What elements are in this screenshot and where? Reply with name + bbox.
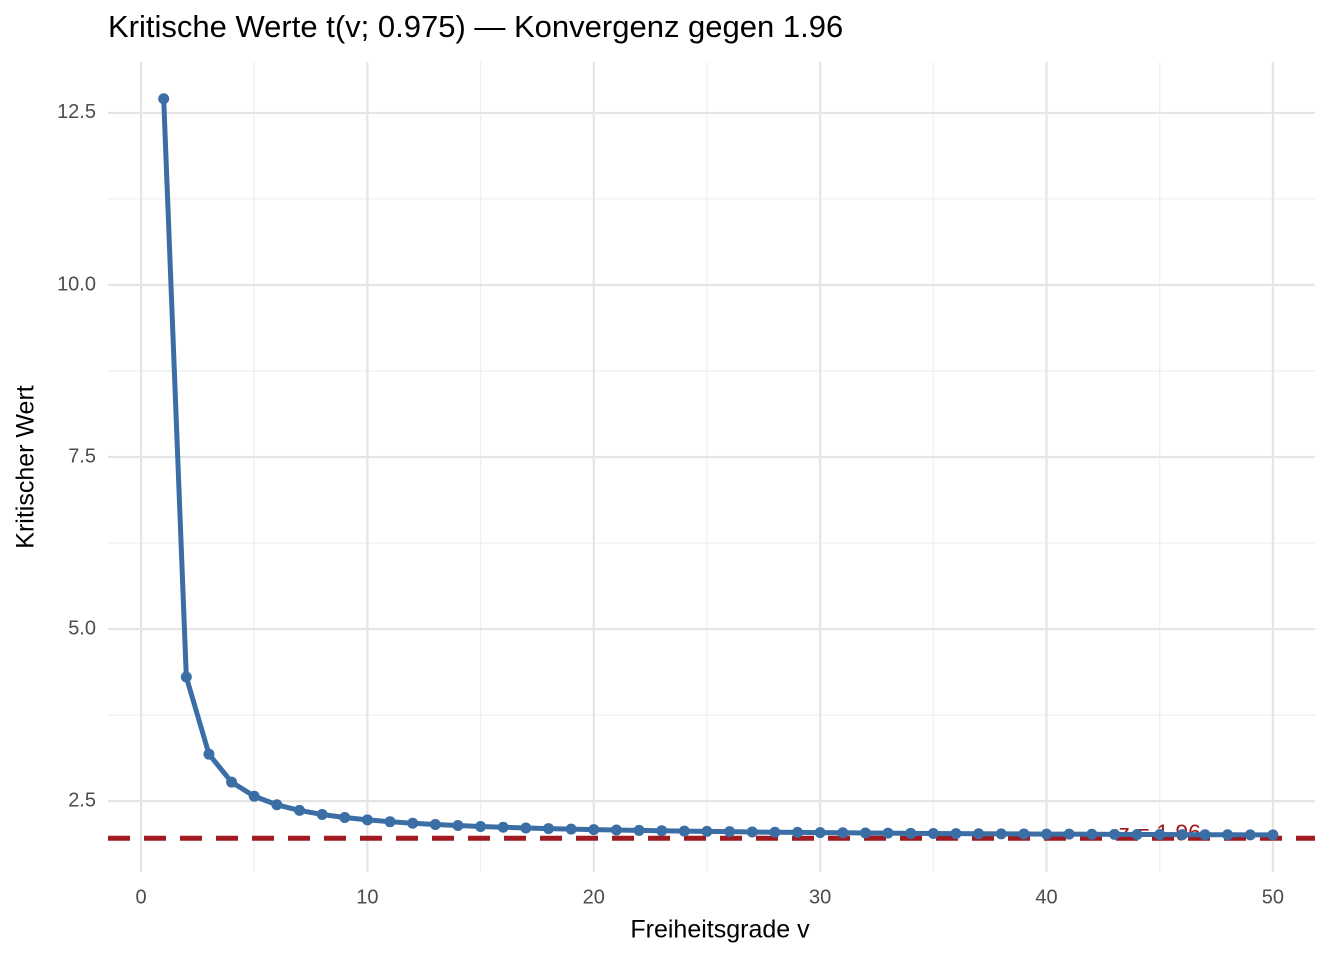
data-point [271, 799, 283, 811]
data-point [361, 814, 373, 826]
data-point [203, 748, 215, 760]
data-point [1131, 828, 1143, 840]
data-point [384, 816, 396, 828]
data-point [1222, 829, 1234, 841]
data-point [429, 819, 441, 831]
data-point [656, 825, 668, 837]
data-point [294, 804, 306, 816]
line-series [161, 98, 1273, 838]
data-point [407, 817, 419, 829]
data-point [339, 811, 351, 823]
data-point [543, 823, 555, 835]
data-point [769, 826, 781, 838]
data-point [724, 826, 736, 838]
data-point [1244, 829, 1256, 841]
x-tick-label: 40 [1035, 886, 1057, 908]
data-point [226, 776, 238, 788]
x-tick-label: 20 [583, 886, 605, 908]
data-point [814, 827, 826, 839]
y-axis-label: Kritischer Wert [12, 385, 40, 549]
data-point [1154, 829, 1166, 841]
data-point [158, 93, 170, 105]
data-point [248, 790, 260, 802]
data-point [950, 828, 962, 840]
data-point [565, 823, 577, 835]
data-point [746, 826, 758, 838]
x-tick-label: 50 [1262, 886, 1284, 908]
data-point [1063, 828, 1075, 840]
data-point [927, 827, 939, 839]
data-point [678, 825, 690, 837]
data-point [475, 821, 487, 833]
x-tick-label: 30 [809, 886, 831, 908]
x-tick-label: 10 [356, 886, 378, 908]
data-point [1108, 828, 1120, 840]
data-point [973, 828, 985, 840]
y-tick-label: 2.5 [68, 789, 96, 811]
data-point [633, 824, 645, 836]
y-tick-label: 5.0 [68, 617, 96, 639]
data-point [610, 824, 622, 836]
data-point [452, 820, 464, 832]
data-point [905, 827, 917, 839]
data-point [837, 827, 849, 839]
data-point [995, 828, 1007, 840]
data-point [859, 827, 871, 839]
y-tick-label: 10.0 [57, 273, 96, 295]
y-tick-label: 12.5 [57, 101, 96, 123]
data-point [1199, 829, 1211, 841]
data-point [1086, 828, 1098, 840]
data-point [1018, 828, 1030, 840]
data-point [792, 826, 804, 838]
data-point [180, 671, 192, 683]
data-point [588, 824, 600, 836]
chart-title: Kritische Werte t(v; 0.975) — Konvergenz… [108, 9, 843, 44]
data-point [520, 822, 532, 834]
data-point [882, 827, 894, 839]
data-point [1267, 829, 1279, 841]
x-axis-label: Freiheitsgrade v [630, 916, 810, 944]
data-point [1041, 828, 1053, 840]
y-tick-label: 7.5 [68, 445, 96, 467]
data-point [497, 821, 509, 833]
data-point [316, 808, 328, 820]
x-tick-label: 0 [135, 886, 146, 908]
data-point [701, 825, 713, 837]
data-point [1176, 829, 1188, 841]
